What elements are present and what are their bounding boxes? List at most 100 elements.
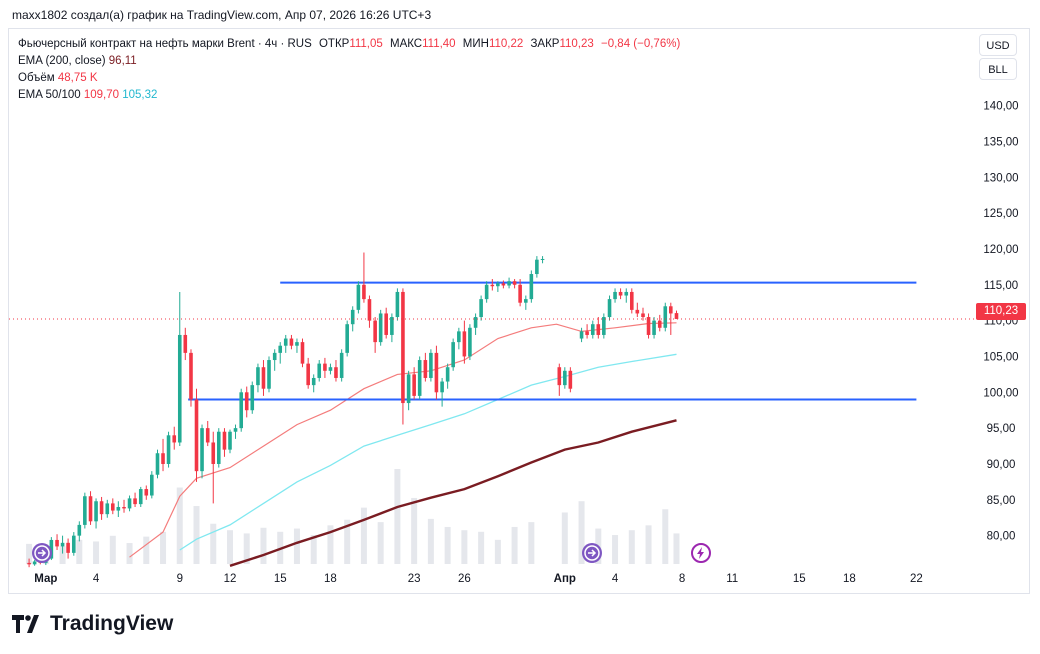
candle-body	[323, 363, 327, 371]
candle-body	[462, 331, 467, 357]
time-axis[interactable]: Мар 4 9 12 15 18 23 26 Апр 4 8 11 15 18 22	[34, 573, 923, 585]
candle	[328, 363, 333, 375]
candle-body	[423, 360, 428, 378]
legend-change: −0,84 (−0,76%)	[601, 38, 681, 50]
legend-volume-row[interactable]: Объём 48,75 K	[18, 70, 680, 87]
candle-body	[311, 377, 316, 386]
candle-body	[590, 324, 595, 335]
legend-close-label: ЗАКР	[530, 38, 560, 50]
time-tick-label: 18	[324, 573, 337, 585]
volume-bar	[612, 535, 619, 564]
candle-body	[602, 317, 606, 335]
candle-body	[261, 367, 266, 389]
volume-bar	[377, 522, 384, 564]
candle	[244, 386, 249, 418]
tradingview-logo[interactable]: TradingView	[12, 612, 173, 636]
candle	[501, 280, 506, 289]
candle	[116, 501, 121, 518]
legend-open-label: ОТКР	[318, 38, 350, 50]
time-tick-label: 18	[843, 573, 856, 585]
volume-value: 48,75 K	[57, 72, 98, 84]
arrow-event-icon[interactable]	[32, 543, 52, 563]
candle	[267, 356, 271, 393]
candle	[663, 302, 668, 332]
candle-body	[479, 299, 483, 318]
candle-body	[88, 496, 93, 522]
candle	[133, 492, 137, 507]
candle	[434, 345, 439, 400]
candle-body	[457, 331, 461, 343]
volume-bar	[427, 518, 434, 564]
candle-body	[122, 506, 126, 509]
time-tick-label: Мар	[34, 573, 57, 585]
lightning-event-icon[interactable]	[691, 543, 711, 563]
volume-bar	[260, 527, 267, 564]
candle	[306, 357, 310, 389]
unit-button[interactable]: BLL	[979, 58, 1017, 80]
legend-ema50-100-row[interactable]: EMA 50/100 109,70 105,32	[18, 87, 680, 104]
legend-ema200-row[interactable]: EMA (200, close) 96,11	[18, 53, 680, 70]
candle-body	[412, 374, 416, 396]
candle	[233, 424, 238, 439]
ema200-label: EMA (200, close)	[18, 55, 106, 67]
candle	[99, 496, 104, 520]
last-price-tag: 110,23	[976, 303, 1026, 320]
candle-body	[32, 561, 37, 565]
candle-body	[133, 498, 137, 505]
candle-body	[568, 370, 573, 389]
candle-body	[635, 309, 640, 314]
candle-body	[66, 542, 70, 553]
volume-bar	[143, 536, 150, 564]
candle-body	[440, 381, 444, 393]
volume-bar	[176, 487, 183, 564]
candle-body	[83, 496, 87, 525]
candle	[177, 291, 182, 447]
candle-body	[663, 306, 668, 328]
candle-body	[71, 535, 76, 553]
candle	[440, 377, 444, 407]
candle	[83, 492, 87, 529]
tradingview-logo-icon	[12, 615, 39, 633]
currency-button[interactable]: USD	[979, 34, 1017, 56]
candle-body	[228, 431, 232, 450]
candle	[27, 558, 31, 568]
candle	[529, 270, 534, 303]
candle-body	[256, 367, 260, 386]
volume-bar	[109, 535, 116, 564]
candle-body	[395, 291, 400, 318]
price-axis[interactable]: 80,0085,0090,0095,00100,00105,00110,0011…	[983, 101, 1018, 543]
price-tick-label: 135,00	[983, 136, 1018, 148]
candle-body	[244, 392, 249, 411]
legend-symbol[interactable]: Фьючерсный контракт на нефть марки Brent…	[18, 38, 312, 50]
candle	[507, 277, 511, 289]
volume-bar	[59, 546, 66, 564]
arrow-event-icon[interactable]	[582, 543, 602, 563]
candles	[27, 252, 679, 568]
candle-body	[60, 542, 65, 547]
candle-body	[239, 392, 244, 429]
price-chart[interactable]: 80,0085,0090,0095,00100,00105,00110,0011…	[9, 29, 1029, 593]
volume-bar	[444, 526, 451, 564]
candle	[317, 360, 322, 382]
volume-bar	[478, 531, 485, 564]
candle-body	[200, 428, 204, 472]
candle-body	[138, 489, 143, 505]
candle	[261, 360, 266, 396]
horizontal-levels[interactable]	[188, 281, 917, 401]
ema50-value: 109,70	[83, 89, 120, 101]
volume-bar	[511, 526, 518, 564]
candle-body	[339, 352, 344, 378]
candle	[194, 388, 199, 482]
candle-body	[579, 331, 584, 339]
price-tick-label: 140,00	[983, 101, 1018, 113]
legend-close: 110,23	[559, 38, 594, 50]
candle-body	[267, 360, 271, 389]
candle	[563, 367, 567, 389]
candle-body	[657, 320, 662, 328]
time-tick-label: 15	[274, 573, 287, 585]
time-tick-label: 4	[93, 573, 100, 585]
candle-body	[161, 453, 165, 464]
candle-body	[468, 327, 472, 357]
candle	[166, 431, 171, 468]
volume-bar	[310, 535, 317, 564]
